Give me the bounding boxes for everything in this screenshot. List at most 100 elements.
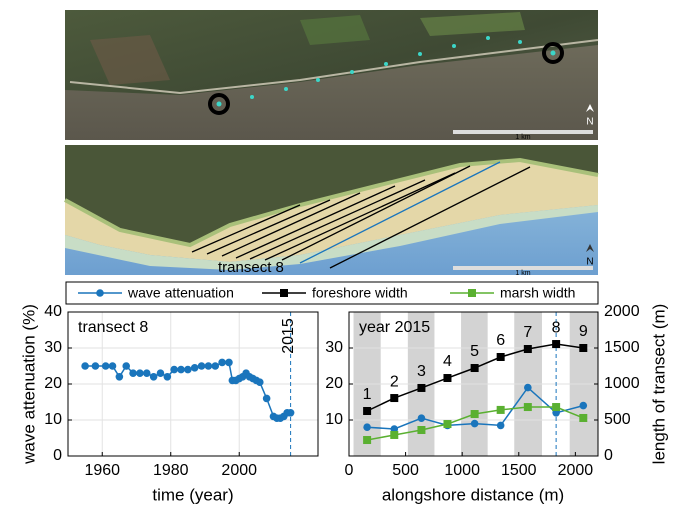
y2-tick-label: 1000 <box>604 375 640 392</box>
satellite-image <box>65 10 599 140</box>
marker <box>156 369 165 378</box>
marker <box>390 425 399 433</box>
legend-marker <box>468 289 476 297</box>
marker <box>218 358 226 367</box>
axes-frame <box>348 311 599 457</box>
marker <box>390 430 399 439</box>
image-annotation: transect 8 <box>218 259 284 276</box>
marker <box>190 364 199 372</box>
point-label: 4 <box>443 353 452 370</box>
legend <box>65 281 599 305</box>
marker <box>170 365 178 374</box>
marker <box>579 401 588 410</box>
y-tick-label: 30 <box>325 339 343 356</box>
marker <box>142 369 151 378</box>
x-tick-label: 1960 <box>84 462 120 479</box>
marker <box>417 426 426 435</box>
x-tick-label: 2000 <box>558 462 594 479</box>
marker <box>197 362 206 370</box>
marker <box>204 362 213 370</box>
y2-tick-label: 500 <box>604 411 631 428</box>
marker <box>496 405 505 414</box>
marker <box>108 362 117 370</box>
point-label: 6 <box>496 332 505 349</box>
x-tick-label: 2000 <box>221 462 257 479</box>
y-tick-label: 20 <box>44 375 62 392</box>
marker <box>177 365 185 374</box>
marker <box>211 362 220 370</box>
marker <box>470 419 479 428</box>
marker <box>262 394 271 403</box>
marker <box>129 369 137 378</box>
annotation: transect 8 <box>78 319 148 336</box>
y-tick-label: 20 <box>325 375 343 392</box>
marker <box>523 403 532 412</box>
point-label: 9 <box>579 323 588 340</box>
satellite-image <box>64 145 599 275</box>
marker <box>363 436 372 445</box>
marker <box>122 362 131 370</box>
marker <box>136 369 144 378</box>
y-tick-label: 10 <box>325 411 343 428</box>
point-label: 5 <box>470 343 479 360</box>
legend-label: foreshore width <box>312 285 408 301</box>
marker <box>115 373 124 381</box>
marker <box>524 383 532 392</box>
legend-marker <box>280 289 288 297</box>
axes-frame <box>67 311 319 457</box>
marker <box>552 403 561 412</box>
marker <box>579 344 588 352</box>
marker <box>390 394 399 403</box>
point-label: 8 <box>552 319 561 336</box>
x-axis-title: time (year) <box>152 485 233 504</box>
y-tick-label: 10 <box>44 411 62 428</box>
y2-tick-label: 2000 <box>604 303 640 320</box>
marker <box>417 383 426 392</box>
marker <box>363 407 372 415</box>
legend-label: marsh width <box>500 285 575 301</box>
y-tick-label: 40 <box>44 303 62 320</box>
scale-label: 1 km <box>515 134 530 141</box>
y-axis-title: wave attenuation (%) <box>19 304 38 465</box>
marker <box>81 362 89 370</box>
marker <box>184 365 192 374</box>
marker <box>225 358 233 367</box>
north-label: N <box>586 117 593 128</box>
marker <box>149 373 158 381</box>
marker <box>91 362 100 370</box>
y2-tick-label: 1500 <box>604 339 640 356</box>
marker <box>255 378 264 387</box>
marker <box>496 353 505 361</box>
marker <box>101 362 110 370</box>
point-label: 7 <box>523 324 532 341</box>
point-label: 3 <box>417 363 426 380</box>
point-label: 1 <box>363 386 372 403</box>
x-axis-title: alongshore distance (m) <box>382 485 564 504</box>
marker <box>552 340 561 349</box>
x-tick-label: 500 <box>392 462 419 479</box>
marker <box>470 410 479 419</box>
marker <box>523 345 532 354</box>
x-tick-label: 0 <box>345 462 354 479</box>
marker <box>417 414 426 423</box>
north-label: N <box>586 257 593 268</box>
y2-tick-label: 0 <box>604 447 613 464</box>
legend-label: wave attenuation <box>127 285 234 301</box>
x-tick-label: 1500 <box>501 462 537 479</box>
marker <box>363 423 371 432</box>
marker <box>496 421 505 430</box>
marker <box>470 364 479 373</box>
x-tick-label: 1980 <box>153 462 189 479</box>
marker <box>443 374 452 383</box>
reference-label: 2015 <box>280 318 297 354</box>
x-tick-label: 1000 <box>444 462 480 479</box>
legend-marker <box>96 289 104 297</box>
y-tick-label: 30 <box>44 339 62 356</box>
y2-axis-title: length of transect (m) <box>649 304 668 465</box>
point-label: 2 <box>390 373 399 390</box>
marker <box>579 413 588 422</box>
marker <box>163 373 172 381</box>
marker <box>286 409 295 417</box>
